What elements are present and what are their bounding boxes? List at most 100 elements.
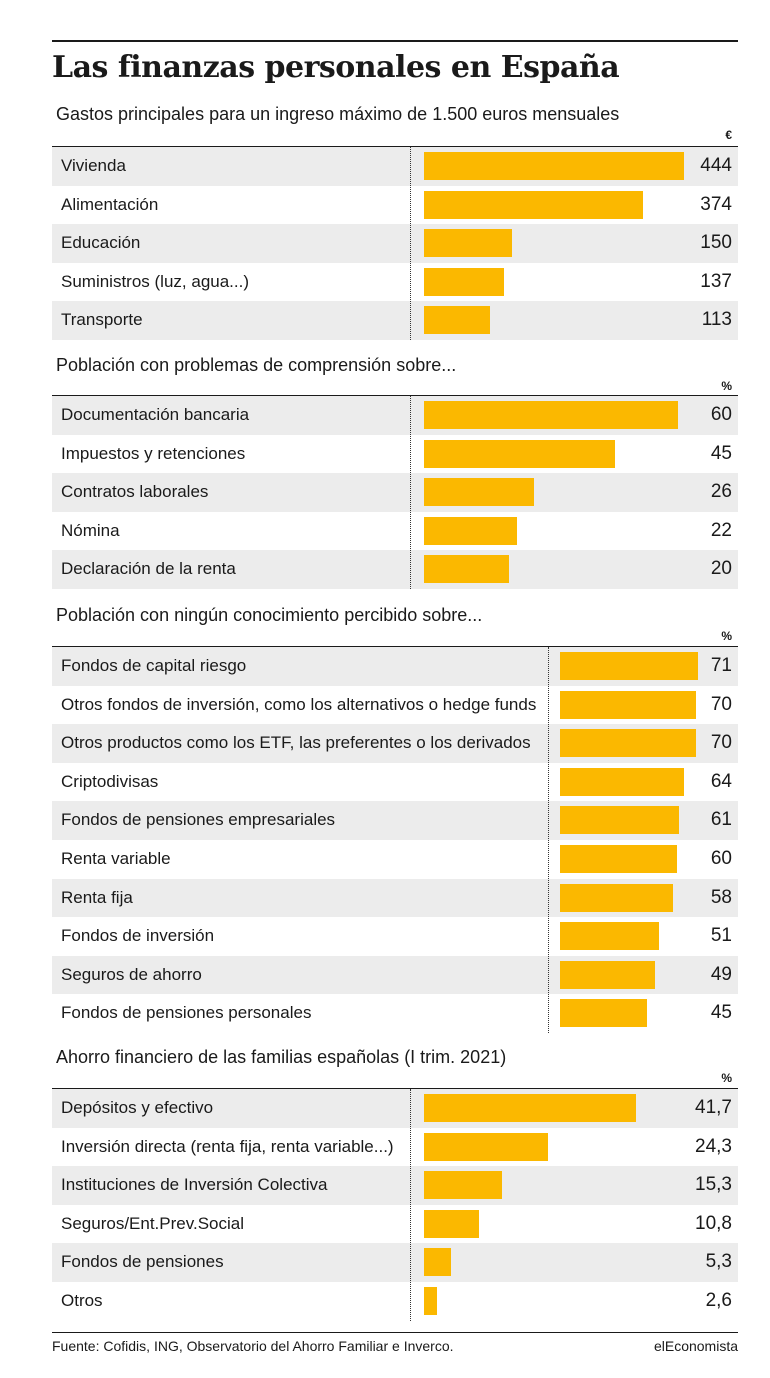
category-label: Contratos laborales [61, 482, 209, 502]
section-title: Gastos principales para un ingreso máxim… [56, 104, 620, 124]
bar-row: Criptodivisas 64 [52, 763, 738, 802]
dotted-divider [410, 396, 411, 589]
section-title: Población con problemas de comprensión s… [56, 355, 457, 375]
section-title: Ahorro financiero de las familias españo… [56, 1047, 507, 1067]
bar [424, 152, 684, 180]
source-note: Fuente: Cofidis, ING, Observatorio del A… [52, 1338, 454, 1354]
category-label: Otros fondos de inversión, como los alte… [61, 694, 537, 714]
category-label: Declaración de la renta [61, 559, 236, 579]
bar [424, 229, 512, 258]
bar [424, 555, 509, 584]
bar-row: Seguros de ahorro 49 [52, 955, 738, 995]
value-label: 49 [710, 963, 732, 985]
bar [424, 1132, 548, 1161]
bar [560, 729, 697, 758]
value-label: 10,8 [695, 1212, 732, 1234]
value-label: 58 [710, 886, 732, 908]
value-label: 60 [710, 404, 732, 425]
category-label: Documentación bancaria [61, 405, 250, 424]
value-label: 64 [710, 770, 732, 792]
value-label: 20 [710, 558, 732, 580]
category-label: Alimentación [61, 194, 159, 214]
bar-row: Vivienda 444 [52, 147, 738, 186]
page-title: Las finanzas personales en España [52, 50, 620, 85]
bar-row: Fondos de capital riesgo 71 [52, 647, 738, 686]
category-label: Fondos de pensiones personales [61, 1003, 312, 1023]
bar [560, 922, 660, 951]
value-label: 374 [700, 193, 732, 215]
category-label: Fondos de pensiones [61, 1252, 224, 1272]
category-label: Renta variable [61, 849, 171, 868]
bar-row: Nómina 22 [52, 512, 738, 551]
section-conocimiento: Población con ningún conocimiento percib… [52, 605, 738, 1033]
bar-row: Alimentación 374 [52, 186, 738, 225]
value-label: 45 [710, 1002, 732, 1024]
category-label: Criptodivisas [61, 771, 159, 791]
value-label: 26 [710, 481, 732, 503]
bar [424, 1248, 451, 1277]
category-label: Renta fija [61, 887, 133, 907]
bar [424, 1094, 636, 1122]
bar [560, 652, 698, 680]
unit-label: % [721, 379, 732, 393]
bar-row: Inversión directa (renta fija, renta var… [52, 1128, 738, 1167]
bar [424, 516, 518, 545]
value-label: 22 [710, 519, 732, 541]
bar [560, 767, 685, 796]
section-ahorro: Ahorro financiero de las familias españo… [52, 1047, 738, 1321]
bar-row: Fondos de pensiones empresariales 61 [52, 801, 738, 840]
bar-row: Contratos laborales 26 [52, 473, 738, 512]
category-label: Transporte [61, 310, 143, 330]
bar [560, 806, 679, 835]
dotted-divider [410, 1089, 411, 1321]
bar-row: Fondos de inversión 51 [52, 917, 738, 956]
value-label: 41,7 [695, 1097, 732, 1118]
value-label: 137 [700, 270, 732, 292]
section-rule [52, 646, 738, 647]
category-label: Vivienda [61, 156, 126, 175]
category-label: Educación [61, 233, 141, 253]
category-label: Depósitos y efectivo [61, 1098, 214, 1117]
section-title: Población con ningún conocimiento percib… [56, 605, 483, 625]
dotted-divider [410, 147, 411, 340]
category-label: Fondos de capital riesgo [61, 656, 247, 675]
bar [560, 690, 697, 719]
bar [424, 267, 505, 296]
bar [560, 845, 677, 873]
value-label: 444 [700, 155, 732, 176]
section-rule [52, 1088, 738, 1089]
bar-row: Instituciones de Inversión Colectiva 15,3 [52, 1166, 738, 1205]
bar-row: Depósitos y efectivo 41,7 [52, 1089, 738, 1128]
category-label: Impuestos y retenciones [61, 443, 246, 463]
category-label: Suministros (luz, agua...) [61, 271, 250, 291]
bar-row: Documentación bancaria 60 [52, 396, 738, 435]
brand-logo-text: elEconomista [653, 1338, 738, 1354]
category-label: Inversión directa (renta fija, renta var… [61, 1136, 394, 1156]
value-label: 113 [701, 309, 732, 331]
bar-row: Transporte 113 [52, 301, 738, 340]
bar-row: Fondos de pensiones personales 45 [52, 994, 738, 1033]
value-label: 51 [710, 925, 732, 947]
bar-row: Fondos de pensiones 5,3 [52, 1243, 738, 1282]
value-label: 45 [710, 442, 732, 464]
category-label: Seguros de ahorro [61, 964, 202, 984]
section-rule [52, 146, 738, 147]
value-label: 70 [710, 732, 732, 754]
value-label: 2,6 [705, 1290, 732, 1311]
value-label: 150 [700, 232, 732, 254]
unit-label: % [721, 1071, 732, 1085]
value-label: 5,3 [705, 1251, 732, 1273]
category-label: Seguros/Ent.Prev.Social [61, 1213, 244, 1233]
category-label: Fondos de inversión [61, 926, 215, 946]
value-label: 71 [710, 655, 732, 676]
category-label: Otros productos como los ETF, las prefer… [61, 733, 531, 753]
bar [560, 999, 648, 1028]
bar-row: Otros fondos de inversión, como los alte… [52, 686, 738, 725]
bar [560, 960, 656, 989]
category-label: Otros [61, 1291, 103, 1310]
bar-row: Impuestos y retenciones 45 [52, 435, 738, 474]
unit-label: € [725, 128, 732, 142]
value-label: 15,3 [695, 1174, 732, 1196]
bar-row: Seguros/Ent.Prev.Social 10,8 [52, 1205, 738, 1244]
value-label: 70 [710, 693, 732, 715]
